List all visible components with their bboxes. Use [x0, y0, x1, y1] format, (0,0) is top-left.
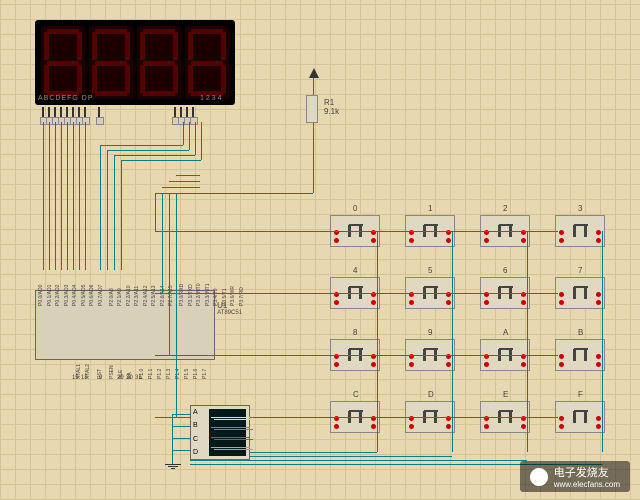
- ground-symbol: [165, 463, 181, 470]
- mcu-pin-label: P0.3/AD3: [64, 271, 70, 306]
- wire: [172, 426, 190, 427]
- resistor-value: 9.1k: [324, 107, 339, 116]
- scope-channel-label: C: [193, 436, 206, 443]
- scope-channel-label: D: [193, 449, 206, 456]
- button-label: A: [503, 328, 508, 337]
- mcu-pin-label: P1.7: [202, 344, 208, 379]
- button-label: 9: [428, 328, 432, 337]
- button-label: 6: [503, 266, 507, 275]
- mcu-pin-number: 30: [126, 375, 133, 381]
- wire: [313, 78, 314, 95]
- mcu-pin-label: P0.1/AD1: [47, 271, 53, 306]
- display-pin-labels-left: ABCDEFG DP: [38, 95, 94, 102]
- mcu-pin-label: P2.3/A11: [134, 271, 140, 306]
- mcu-pin-label: XTAL1: [76, 344, 82, 379]
- mcu-pin-label: P2.5/A13: [151, 271, 157, 306]
- button-label: D: [428, 390, 434, 399]
- wire: [172, 438, 190, 439]
- keypad-button-7[interactable]: 7: [555, 277, 605, 309]
- mcu-pin-label: P1.6: [193, 344, 199, 379]
- wire: [172, 450, 190, 451]
- mcu-pin-label: P0.0/AD0: [38, 271, 44, 306]
- mcu-pins-top: P0.0/AD0P0.1/AD1P0.2/AD2P0.3/AD3P0.4/AD4…: [38, 271, 245, 306]
- mcu-pin-label: P1.1: [148, 344, 154, 379]
- mcu-pin-number: 19: [72, 375, 79, 381]
- mcu-pin-number: 29: [117, 375, 124, 381]
- vcc-symbol: [309, 68, 319, 78]
- button-label: 7: [578, 266, 582, 275]
- mcu-pin-number: 18: [81, 375, 88, 381]
- watermark-url: www.elecfans.com: [554, 480, 620, 489]
- scope-screen: [209, 409, 246, 456]
- mcu-pin-label: P0.7/AD7: [98, 271, 104, 306]
- scope-channel-label: B: [193, 422, 206, 429]
- keypad-button-3[interactable]: 3: [555, 215, 605, 247]
- mcu-pin-label: P0.6/AD6: [89, 271, 95, 306]
- mcu-pin-number: 9: [99, 375, 102, 381]
- button-label: E: [503, 390, 508, 399]
- scope-channel-label: A: [193, 409, 206, 416]
- watermark-icon: [530, 468, 548, 486]
- mcu-pin-label: P2.1/A9: [117, 271, 123, 306]
- keypad-button-b[interactable]: B: [555, 339, 605, 371]
- mcu-pin-label: P3.0/RXD: [179, 271, 185, 306]
- watermark: 电子发烧友 www.elecfans.com: [520, 461, 630, 492]
- mcu-pin-label: P3.1/TXD: [188, 271, 194, 306]
- button-label: 2: [503, 204, 507, 213]
- wire: [313, 123, 314, 193]
- resistor-r1: [306, 95, 318, 123]
- button-label: 4: [353, 266, 357, 275]
- button-label: 8: [353, 328, 357, 337]
- mcu-pin-label: P1.5: [184, 344, 190, 379]
- resistor-label: R1 9.1k: [324, 98, 339, 116]
- mcu-pin-label: P2.4/A12: [143, 271, 149, 306]
- display-pin-labels-right: 1234: [200, 95, 224, 102]
- button-label: 1: [428, 204, 432, 213]
- mcu-pin-label: P0.5/AD5: [81, 271, 87, 306]
- mcu-pin-label: P2.0/A8: [109, 271, 115, 306]
- mcu-pin-label: P3.7/RD: [239, 271, 245, 306]
- mcu-pin-label: XTAL2: [85, 344, 91, 379]
- button-label: B: [578, 328, 583, 337]
- button-label: 0: [353, 204, 357, 213]
- mcu-pin-label: P3.4/T0: [213, 271, 219, 306]
- mcu-pin-label: P1.2: [157, 344, 163, 379]
- button-label: 3: [578, 204, 582, 213]
- button-label: 5: [428, 266, 432, 275]
- watermark-text: 电子发烧友: [554, 464, 620, 480]
- mcu-pin-label: P3.3/INT1: [205, 271, 211, 306]
- mcu-pin-label: EA: [127, 344, 133, 379]
- button-label: F: [578, 390, 583, 399]
- mcu-pin-label: ALE: [118, 344, 124, 379]
- keypad-button-f[interactable]: F: [555, 401, 605, 433]
- mcu-pins-bottom: XTAL1XTAL2RSTPSENALEEAP1.0P1.1P1.2P1.3P1…: [76, 344, 208, 379]
- mcu-pin-label: P3.6/WR: [230, 271, 236, 306]
- button-label: C: [353, 390, 359, 399]
- oscilloscope: ABCD: [190, 405, 250, 460]
- wire: [172, 414, 173, 464]
- mcu-pin-label: P2.2/A10: [126, 271, 132, 306]
- mcu-pin-label: P0.4/AD4: [72, 271, 78, 306]
- mcu-part: AT89C51: [217, 310, 242, 316]
- wire: [172, 414, 190, 415]
- mcu-pin-label: P1.0: [139, 344, 145, 379]
- display-pins: [42, 107, 194, 122]
- mcu-pin-label: P3.2/INT0: [196, 271, 202, 306]
- scope-channel-labels: ABCD: [191, 406, 206, 459]
- mcu-pin-label: PSEN: [109, 344, 115, 379]
- mcu-pin-label: RST: [97, 344, 103, 379]
- mcu-pin-label: P3.5/T1: [222, 271, 228, 306]
- mcu-pin-number: 31: [135, 375, 142, 381]
- seven-segment-display: [35, 20, 235, 105]
- resistor-ref: R1: [324, 98, 339, 107]
- microcontroller-u1: U1 AT89C51 P0.0/AD0P0.1/AD1P0.2/AD2P0.3/…: [35, 290, 215, 360]
- mcu-pin-label: P0.2/AD2: [55, 271, 61, 306]
